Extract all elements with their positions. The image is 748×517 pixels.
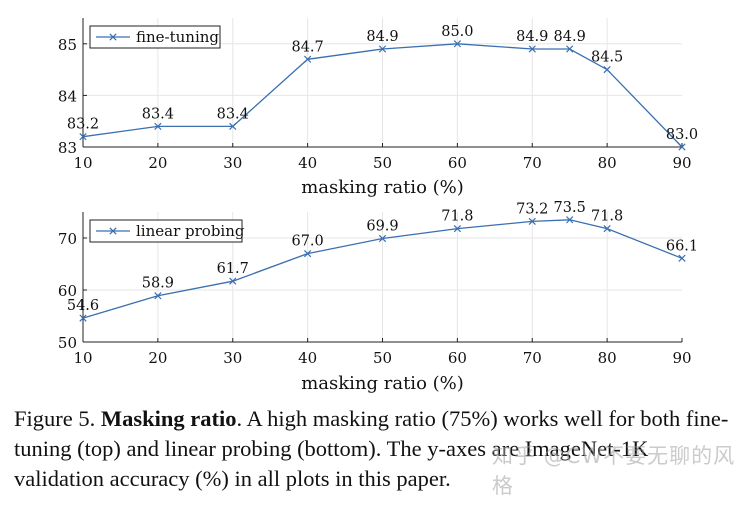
chart2-data-label: 73.5	[554, 200, 586, 216]
chart1-y-tick-label: 85	[58, 36, 77, 54]
chart1-point	[678, 143, 686, 151]
chart1-point	[528, 45, 536, 53]
chart2-x-tick-label: 70	[523, 349, 542, 367]
chart1-x-tick-label: 40	[298, 154, 317, 172]
chart2-data-label: 58.9	[142, 276, 174, 292]
chart2-x-tick-label: 10	[73, 349, 92, 367]
chart2-data-label: 69.9	[366, 219, 398, 235]
caption-prefix: Figure 5.	[14, 406, 101, 431]
chart1-point	[154, 122, 162, 130]
chart1-x-tick-label: 80	[598, 154, 617, 172]
chart2-x-tick-label: 20	[148, 349, 167, 367]
chart1-data-label: 85.0	[441, 24, 473, 40]
chart2-data-label: 67.0	[291, 234, 323, 250]
chart2-point	[453, 225, 461, 233]
chart2-point	[229, 277, 237, 285]
chart2-x-tick-label: 90	[672, 349, 691, 367]
chart2-point	[378, 234, 387, 243]
chart1-x-axis-label: masking ratio (%)	[301, 177, 464, 198]
chart1-data-label: 84.7	[291, 39, 323, 55]
chart2-data-label: 66.1	[666, 238, 698, 254]
chart1-data-label: 83.0	[666, 127, 698, 143]
figure-caption: Figure 5. Masking ratio. A high masking …	[14, 404, 742, 494]
chart1-point	[79, 133, 87, 141]
chart2-point	[154, 292, 162, 300]
chart2-point	[528, 217, 536, 225]
chart1-x-tick-label: 70	[523, 154, 542, 172]
chart2-y-tick-label: 60	[58, 282, 77, 300]
chart2-data-label: 71.8	[441, 209, 473, 225]
chart1-x-tick-label: 60	[448, 154, 467, 172]
chart1-legend-box	[89, 25, 221, 49]
chart2-x-tick-label: 30	[223, 349, 242, 367]
chart1-data-label: 83.2	[67, 117, 99, 133]
chart2-legend-box	[89, 219, 243, 243]
chart1-data-label: 83.4	[142, 106, 174, 122]
chart1-x-tick-label: 30	[223, 154, 242, 172]
chart2-data-label: 54.6	[67, 298, 99, 314]
chart2-point	[79, 314, 87, 322]
chart2-point	[566, 216, 574, 224]
chart1-legend-label: fine-tuning	[136, 28, 219, 46]
chart2-data-label: 73.2	[516, 201, 548, 217]
chart1-y-tick-label: 84	[58, 87, 77, 105]
chart1-data-label: 84.9	[516, 29, 548, 45]
masking-ratio-figure: 10 20 30 40 50 60 70 80 90 83 84 85 masking ratio (%…	[58, 18, 698, 394]
chart1-legend-marker	[109, 33, 117, 41]
chart1-point	[304, 55, 312, 63]
chart1-data-label: 84.9	[554, 29, 586, 45]
chart2-y-tick-label: 70	[58, 230, 77, 248]
chart1-point	[603, 65, 611, 74]
chart1-point	[378, 45, 387, 53]
chart2-x-tick-label: 80	[598, 349, 617, 367]
chart1-point	[566, 45, 574, 53]
caption-bold: Masking ratio	[100, 406, 237, 431]
caption-text: . A high masking ratio (75%) works well …	[14, 406, 729, 491]
chart2-data-label: 61.7	[217, 261, 249, 277]
chart1-series-line	[82, 43, 683, 148]
chart2-point	[678, 254, 686, 262]
chart1-data-label: 83.4	[217, 106, 249, 122]
chart1-data-label: 84.9	[366, 29, 398, 45]
watermark: 知乎 @CW不要无聊的风格	[492, 444, 736, 498]
chart2-point	[304, 249, 312, 258]
chart1-x-tick-label: 20	[148, 154, 167, 172]
chart1-point	[229, 122, 237, 130]
chart1-y-tick-label: 83	[58, 139, 77, 157]
chart1-x-tick-label: 50	[373, 154, 392, 172]
chart2-x-tick-label: 50	[373, 349, 392, 367]
chart1-data-label: 84.5	[591, 50, 623, 66]
chart2-point	[603, 225, 611, 233]
chart2-x-axis-label: masking ratio (%)	[301, 373, 464, 394]
chart2-x-tick-label: 60	[448, 349, 467, 367]
chart2-data-label: 71.8	[591, 209, 623, 225]
chart2-legend-label: linear probing	[136, 222, 245, 240]
chart1-x-tick-label: 10	[73, 154, 92, 172]
chart2-x-tick-label: 40	[298, 349, 317, 367]
chart2-legend-marker	[109, 227, 117, 235]
chart2-y-tick-label: 50	[58, 334, 77, 352]
chart2-series-line	[82, 219, 683, 319]
chart1-x-tick-label: 90	[672, 154, 691, 172]
chart1-point	[453, 40, 461, 48]
